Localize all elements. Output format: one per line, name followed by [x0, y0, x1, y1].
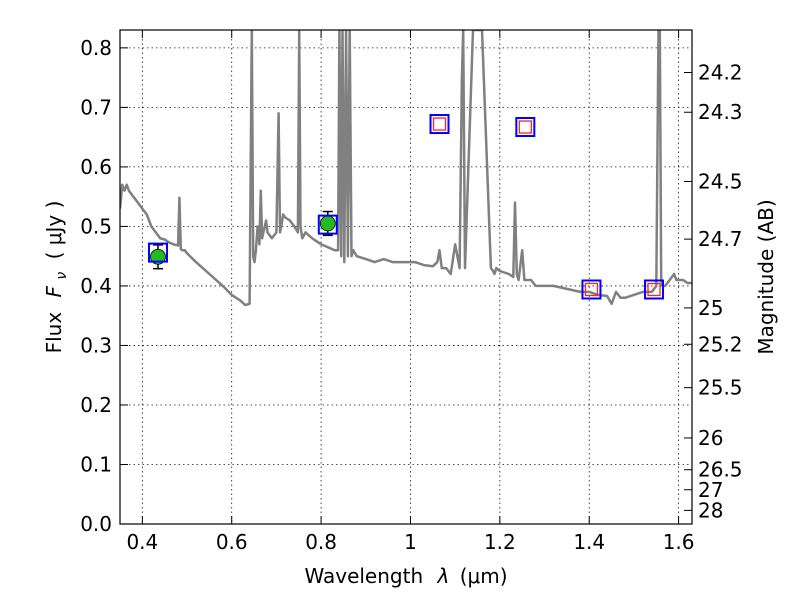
- x-axis-label-prefix: Wavelength: [304, 564, 423, 588]
- x-axis-label-unit: (μm): [460, 564, 508, 588]
- blue-square-marker: [147, 242, 168, 263]
- y2-tick-label: 25: [698, 296, 723, 320]
- y-axis-label-symbol: F: [42, 285, 66, 297]
- y2-tick-label: 25.5: [698, 376, 743, 400]
- x-tick-label: 1.2: [484, 530, 516, 554]
- blue-square-marker: [515, 117, 536, 138]
- green-circle-marker: [150, 248, 166, 265]
- y2-axis-label: Magnitude (AB): [754, 199, 778, 354]
- x-axis-label: Wavelength λ (μm): [304, 564, 507, 588]
- y2-tick-label: 24.7: [698, 227, 743, 251]
- y-axis-label-subscript: ν: [54, 272, 70, 280]
- marker-layer: [147, 114, 665, 300]
- y2-tick-label: 25.2: [698, 332, 743, 356]
- y-tick-label: 0.6: [80, 155, 112, 179]
- y2-tick-label: 24.5: [698, 170, 743, 194]
- red-square-marker: [518, 120, 532, 134]
- x-tick-label: 0.8: [305, 530, 337, 554]
- y-tick-label: 0.8: [80, 36, 112, 60]
- x-tick-label: 0.4: [126, 530, 158, 554]
- y2-tick-label: 24.3: [698, 100, 743, 124]
- plot-background: [120, 30, 692, 524]
- blue-square-marker: [581, 279, 602, 300]
- x-tick-label: 0.6: [216, 530, 248, 554]
- y-tick-label: 0.2: [80, 393, 112, 417]
- y-tick-label: 0.7: [80, 95, 112, 119]
- red-square-marker: [432, 117, 447, 131]
- red-square-marker: [647, 282, 661, 297]
- blue-square-marker: [644, 279, 665, 300]
- y-tick-label: 0.4: [80, 274, 112, 298]
- blue-square-marker: [317, 214, 338, 235]
- plot-frame: [119, 29, 693, 525]
- y2-tick-label: 24.2: [698, 61, 743, 85]
- ticks: 0.4 0.6 0.8 1 1.2 1.4 1.6 0.0 0.1 0.2 0.3 0.4 0.5 0.6…: [80, 30, 743, 554]
- x-axis-label-symbol: λ: [437, 564, 450, 588]
- x-tick-label: 1.6: [663, 530, 695, 554]
- sed-spectrum-line: [120, 30, 692, 307]
- y-tick-label: 0.5: [80, 214, 112, 238]
- y2-tick-label: 27: [698, 478, 723, 502]
- red-square-marker: [584, 282, 599, 297]
- y-axis-label-unit: ( μJy ): [42, 201, 66, 260]
- y-tick-label: 0.3: [80, 333, 112, 357]
- y2-tick-label: 26: [698, 426, 723, 450]
- y-tick-label: 0.0: [80, 512, 112, 536]
- y-axis-label: Flux F ν ( μJy ): [42, 201, 71, 354]
- y2-tick-label: 26.5: [698, 458, 743, 482]
- green-circle-marker: [319, 215, 336, 232]
- x-tick-label: 1.4: [573, 530, 605, 554]
- y2-tick-label: 28: [698, 498, 723, 522]
- blue-square-marker: [429, 114, 450, 135]
- y-axis-label-prefix: Flux: [42, 312, 66, 354]
- spectrum-layer: [120, 30, 692, 307]
- y-tick-label: 0.1: [80, 452, 112, 476]
- x-tick-label: 1: [404, 530, 417, 554]
